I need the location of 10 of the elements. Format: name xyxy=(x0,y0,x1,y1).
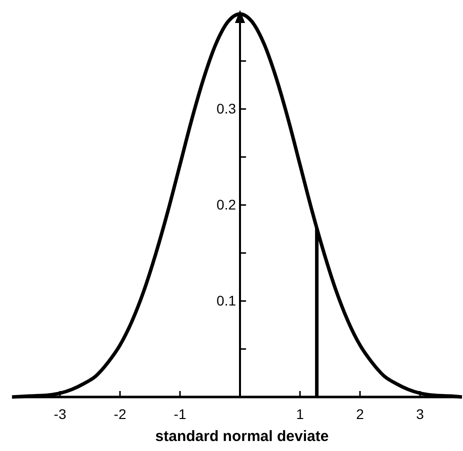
x-tick-label: -1 xyxy=(174,406,186,422)
y-tick-label: 0.3 xyxy=(216,100,236,116)
x-tick-label: 2 xyxy=(356,406,364,422)
y-tick-label: 0.1 xyxy=(216,292,236,308)
x-axis-title: standard normal deviate xyxy=(155,428,329,445)
x-tick-label: 3 xyxy=(416,406,424,422)
y-tick-label: 0.2 xyxy=(216,196,236,212)
x-tick-label: 1 xyxy=(296,406,304,422)
x-tick-label: -2 xyxy=(114,406,126,422)
x-tick-label: -3 xyxy=(54,406,66,422)
